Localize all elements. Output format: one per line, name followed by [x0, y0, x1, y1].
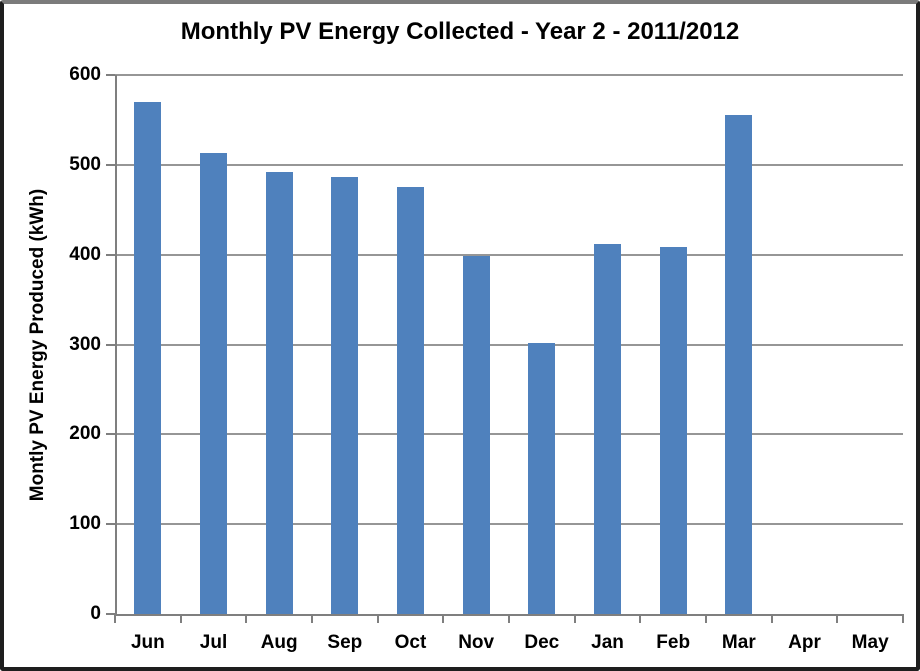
x-tick-mark-0 — [114, 614, 116, 623]
x-tick-mark-2 — [245, 614, 248, 623]
y-tick-label-500: 500 — [69, 153, 101, 175]
y-tick-label-400: 400 — [69, 243, 101, 265]
bar-jan — [594, 243, 621, 614]
x-tick-mark-4 — [376, 614, 379, 623]
x-tick-mark-9 — [705, 614, 707, 623]
chart-title: Monthly PV Energy Collected - Year 2 - 2… — [180, 18, 740, 45]
x-tick-mark-end — [902, 614, 904, 623]
y-tick-mark-0 — [106, 613, 115, 615]
gridline-600 — [115, 74, 903, 76]
x-tick-mark-7 — [573, 614, 576, 623]
y-tick-label-100: 100 — [69, 513, 101, 535]
y-tick-mark-600 — [106, 74, 115, 76]
y-tick-label-300: 300 — [69, 333, 101, 355]
x-axis-label-jan: Jan — [591, 632, 624, 653]
x-tick-mark-10 — [770, 614, 773, 623]
gridline-400 — [115, 253, 903, 256]
bar-jul — [200, 153, 227, 614]
x-axis-label-mar: Mar — [721, 632, 756, 653]
x-axis-label-may: May — [851, 632, 889, 653]
x-axis-label-jun: Jun — [130, 632, 165, 653]
x-axis-label-jul: Jul — [199, 632, 228, 653]
bar-oct — [397, 187, 424, 614]
y-tick-label-600: 600 — [69, 64, 101, 85]
y-tick-mark-200 — [106, 433, 115, 436]
x-axis-label-apr: Apr — [788, 632, 821, 653]
y-tick-label-200: 200 — [69, 423, 101, 445]
y-tick-mark-300 — [106, 343, 115, 346]
y-tick-mark-500 — [106, 163, 115, 166]
bar-mar — [725, 115, 753, 614]
x-tick-mark-8 — [639, 614, 642, 623]
bar-aug — [265, 172, 293, 614]
x-tick-mark-6 — [508, 614, 510, 623]
x-axis-label-aug: Aug — [260, 632, 298, 653]
x-axis-label-dec: Dec — [524, 632, 560, 653]
x-axis-line — [115, 614, 903, 616]
bar-nov — [462, 256, 490, 614]
gridline-100 — [115, 523, 903, 526]
x-axis-label-feb: Feb — [656, 632, 691, 653]
x-tick-mark-1 — [179, 614, 182, 623]
gridline-300 — [115, 343, 903, 346]
x-tick-mark-5 — [442, 614, 445, 623]
x-axis-label-nov: Nov — [458, 632, 495, 653]
bar-dec — [528, 342, 556, 614]
gridline-500 — [115, 163, 903, 166]
bar-jun — [134, 101, 162, 614]
gridline-200 — [115, 433, 903, 436]
x-axis-label-oct: Oct — [394, 632, 427, 653]
y-tick-mark-100 — [106, 523, 115, 526]
x-axis-label-sep: Sep — [327, 632, 363, 653]
bar-feb — [659, 246, 687, 614]
y-axis-line — [115, 75, 117, 616]
x-tick-mark-11 — [836, 614, 839, 623]
y-tick-mark-400 — [106, 253, 115, 256]
x-tick-mark-3 — [311, 614, 313, 623]
chart-canvas: Monthly PV Energy Collected - Year 2 - 2… — [4, 4, 916, 667]
y-tick-label-0: 0 — [90, 603, 101, 624]
bar-sep — [331, 176, 359, 614]
